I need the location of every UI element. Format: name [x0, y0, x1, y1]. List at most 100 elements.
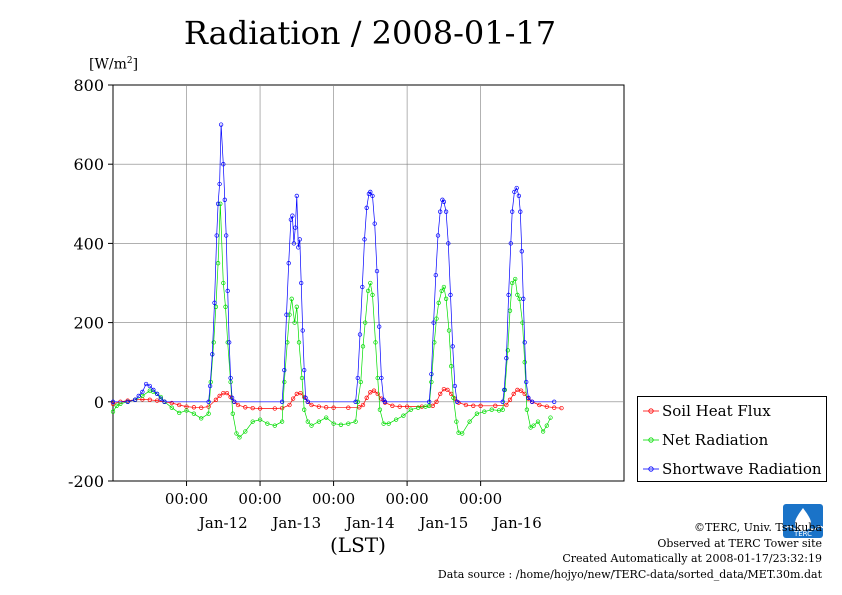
- legend-swatch-net: [643, 437, 659, 443]
- data-point-net-radiation: [429, 379, 434, 385]
- data-point-net-radiation: [177, 410, 182, 416]
- y-tick-label: 400: [73, 234, 104, 253]
- data-point-net-radiation: [434, 316, 439, 321]
- data-point-shortwave-radiation: [224, 233, 229, 238]
- data-point-soil-heat-flux: [364, 395, 369, 400]
- data-point-soil-heat-flux: [217, 393, 222, 399]
- data-point-net-radiation: [401, 413, 406, 418]
- data-point-net-radiation: [381, 421, 386, 426]
- data-point-net-radiation: [234, 431, 239, 436]
- x-axis-label: (LST): [330, 533, 386, 557]
- data-point-shortwave-radiation: [429, 371, 434, 377]
- data-point-shortwave-radiation: [294, 193, 299, 199]
- data-point-shortwave-radiation: [355, 375, 360, 381]
- data-point-shortwave-radiation: [514, 185, 519, 191]
- data-point-soil-heat-flux: [206, 404, 211, 409]
- data-point-net-radiation: [441, 284, 447, 290]
- data-point-net-radiation: [513, 276, 518, 282]
- x-date-tick-label: Jan-15: [417, 514, 468, 532]
- data-point-shortwave-radiation: [296, 245, 301, 250]
- data-point-shortwave-radiation: [206, 399, 211, 404]
- data-point-soil-heat-flux: [272, 406, 277, 411]
- data-point-soil-heat-flux: [511, 391, 516, 397]
- data-point-shortwave-radiation: [291, 241, 297, 246]
- data-point-net-radiation: [373, 340, 378, 345]
- data-point-shortwave-radiation: [353, 399, 358, 404]
- data-point-net-radiation: [184, 408, 189, 413]
- data-point-net-radiation: [338, 422, 344, 427]
- data-point-shortwave-radiation: [140, 389, 145, 395]
- data-point-shortwave-radiation: [162, 399, 167, 404]
- data-point-soil-heat-flux: [324, 405, 329, 410]
- data-point-soil-heat-flux: [290, 396, 296, 401]
- data-point-shortwave-radiation: [368, 189, 373, 195]
- data-point-net-radiation: [415, 405, 421, 410]
- data-point-shortwave-radiation: [210, 352, 215, 357]
- data-point-net-radiation: [169, 405, 174, 410]
- terc-logo-icon: TERC: [783, 504, 823, 538]
- data-point-net-radiation: [535, 419, 541, 424]
- data-point-net-radiation: [510, 280, 515, 286]
- data-point-shortwave-radiation: [446, 241, 451, 246]
- legend-swatch-soil: [643, 408, 659, 414]
- data-point-shortwave-radiation: [450, 344, 455, 349]
- data-point-shortwave-radiation: [510, 209, 515, 214]
- data-point-shortwave-radiation: [297, 237, 302, 242]
- data-point-shortwave-radiation: [286, 261, 291, 266]
- data-point-net-radiation: [439, 288, 444, 294]
- data-point-net-radiation: [299, 375, 305, 381]
- data-point-net-radiation: [211, 340, 216, 345]
- data-point-shortwave-radiation: [516, 193, 522, 199]
- data-point-soil-heat-flux: [507, 397, 513, 402]
- data-point-shortwave-radiation: [518, 209, 523, 214]
- data-point-shortwave-radiation: [282, 367, 287, 373]
- legend-item-soil-heat-flux: Soil Heat Flux: [638, 400, 826, 422]
- legend-item-net-radiation: Net Radiation: [638, 429, 826, 451]
- data-point-net-radiation: [515, 292, 520, 298]
- data-point-shortwave-radiation: [512, 189, 517, 195]
- y-unit-text: [W/m: [89, 56, 127, 73]
- data-point-shortwave-radiation: [222, 197, 227, 202]
- data-point-shortwave-radiation: [132, 397, 138, 402]
- data-point-net-radiation: [427, 403, 432, 408]
- data-point-shortwave-radiation: [438, 209, 443, 214]
- y-tick-label: 200: [73, 314, 104, 333]
- data-point-net-radiation: [505, 348, 510, 353]
- data-point-net-radiation: [215, 261, 221, 266]
- data-point-net-radiation: [305, 419, 310, 424]
- data-point-net-radiation: [324, 415, 329, 420]
- data-point-net-radiation: [489, 407, 494, 412]
- x-time-tick-label: 00:00: [238, 490, 281, 508]
- data-point-shortwave-radiation: [454, 399, 460, 404]
- data-point-net-radiation: [460, 431, 465, 436]
- data-point-shortwave-radiation: [290, 213, 295, 218]
- data-point-soil-heat-flux: [331, 405, 336, 410]
- data-point-soil-heat-flux: [375, 391, 380, 397]
- data-point-net-radiation: [110, 409, 116, 414]
- data-point-net-radiation: [524, 407, 530, 412]
- data-point-soil-heat-flux: [309, 402, 314, 408]
- data-point-net-radiation: [296, 340, 302, 345]
- y-unit-close: ]: [132, 56, 139, 73]
- data-point-shortwave-radiation: [217, 181, 222, 187]
- data-point-shortwave-radiation: [441, 199, 447, 204]
- data-point-net-radiation: [443, 296, 449, 301]
- data-point-net-radiation: [250, 419, 255, 424]
- data-point-net-radiation: [191, 411, 197, 416]
- y-tick-label: -200: [68, 472, 104, 491]
- data-point-soil-heat-flux: [154, 398, 160, 403]
- x-time-tick-label: 00:00: [459, 490, 502, 508]
- observed-text: Observed at TERC Tower site: [657, 536, 822, 550]
- data-point-shortwave-radiation: [374, 268, 380, 274]
- data-point-shortwave-radiation: [154, 391, 160, 397]
- data-point-net-radiation: [331, 421, 336, 426]
- data-point-net-radiation: [282, 379, 287, 385]
- data-point-shortwave-radiation: [435, 233, 441, 238]
- data-point-soil-heat-flux: [346, 405, 351, 410]
- data-point-net-radiation: [257, 417, 263, 422]
- x-date-tick-label: Jan-14: [344, 514, 395, 532]
- data-point-net-radiation: [287, 312, 292, 317]
- data-point-soil-heat-flux: [397, 404, 402, 409]
